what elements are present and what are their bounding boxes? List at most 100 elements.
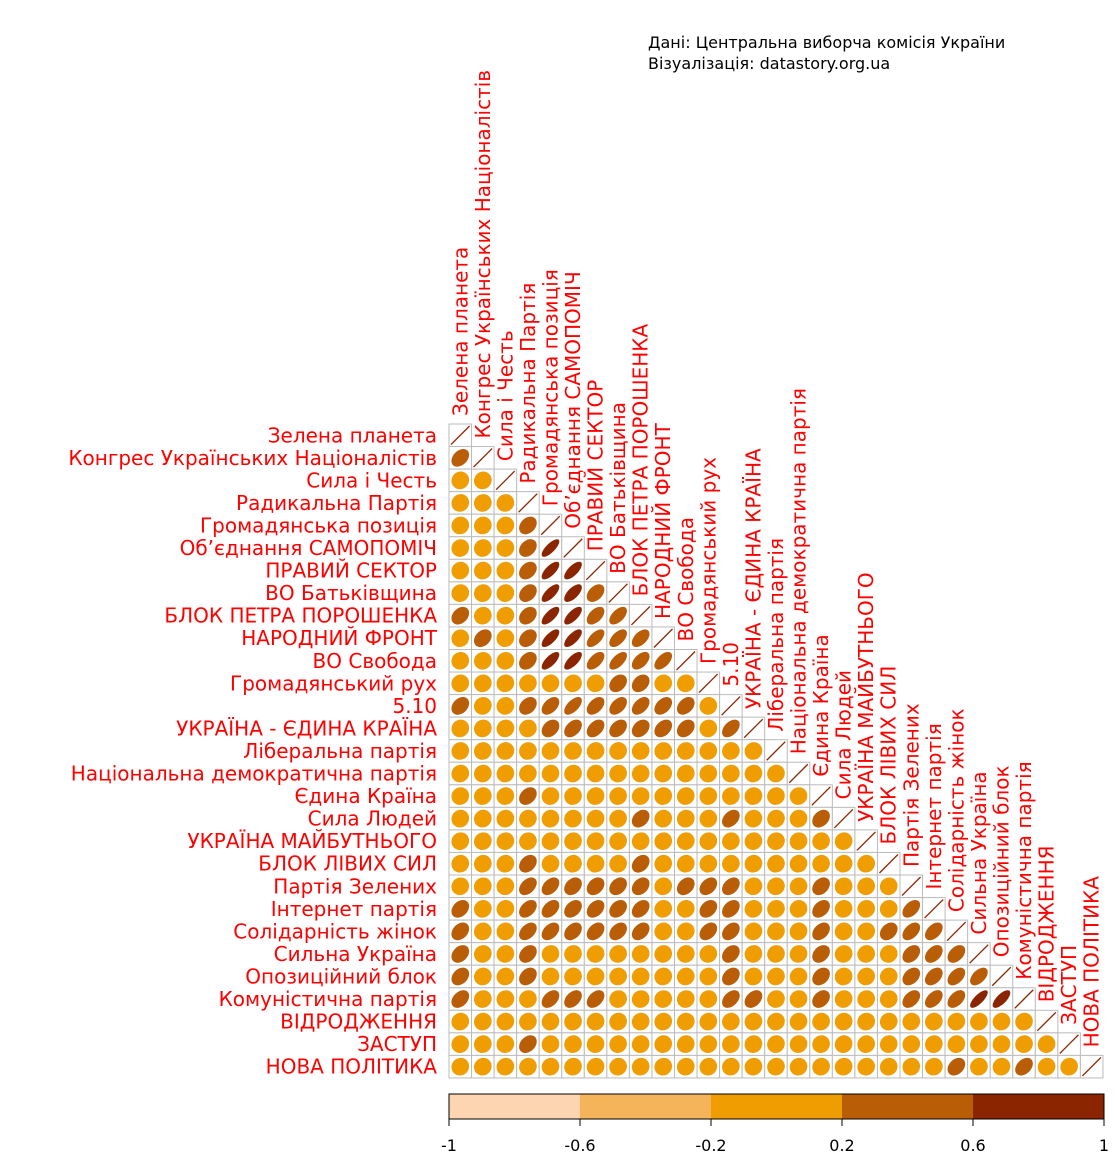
row-label: Зелена планета [268,423,437,447]
correlation-ellipse [767,967,785,986]
row-label: Громадянський рух [230,671,437,695]
correlation-ellipse [676,674,695,693]
correlation-ellipse [519,561,537,580]
correlation-ellipse [654,877,673,896]
colorbar-tick-label: 0.2 [829,1136,854,1155]
colorbar-tick-label: 1 [1099,1136,1109,1155]
correlation-ellipse [722,719,740,738]
correlation-ellipse [541,1012,560,1031]
correlation-ellipse [451,1012,470,1031]
row-label: Сила Людей [308,807,437,831]
correlation-ellipse [564,899,582,918]
row-label: Сила і Честь [306,468,437,492]
column-label: Об’єднання САМОПОМІЧ [561,271,585,528]
correlation-ellipse [654,945,673,963]
correlation-ellipse [609,742,627,760]
correlation-ellipse [451,832,470,851]
correlation-ellipse [767,832,785,851]
diagonal-mark [991,966,1012,987]
correlation-ellipse [473,832,492,851]
correlation-ellipse [947,990,966,1008]
correlation-ellipse [473,629,492,648]
correlation-ellipse [473,967,492,986]
correlation-ellipse [631,697,650,715]
column-label: ЗАСТУП [1057,945,1081,1025]
correlation-ellipse [496,539,515,557]
correlation-ellipse [473,990,492,1008]
correlation-ellipse [970,990,988,1008]
correlation-ellipse [473,1012,492,1031]
correlation-ellipse [924,1012,943,1031]
diagonal-mark [450,425,471,446]
correlation-ellipse [812,854,830,873]
correlation-ellipse [812,990,830,1008]
column-label: Зелена планета [448,247,472,416]
correlation-ellipse [767,990,785,1008]
correlation-ellipse [744,1057,763,1076]
correlation-ellipse [496,584,515,602]
correlation-ellipse [496,990,515,1008]
correlation-ellipse [631,742,650,760]
correlation-ellipse [519,854,537,873]
correlation-ellipse [654,1057,673,1076]
correlation-ellipse [767,922,785,941]
correlation-ellipse [834,1035,853,1053]
correlation-ellipse [609,764,627,783]
correlation-ellipse [812,809,830,828]
correlation-ellipse [451,651,470,670]
correlation-ellipse [834,1012,853,1031]
diagonal-mark [721,696,741,716]
correlation-ellipse [767,877,785,896]
correlation-ellipse [631,787,650,805]
correlation-ellipse [789,1035,808,1053]
correlation-ellipse [609,787,627,805]
correlation-ellipse [541,899,560,918]
correlation-ellipse [564,922,582,941]
correlation-ellipse [947,945,966,963]
correlation-ellipse [496,945,515,963]
correlation-ellipse [586,584,605,602]
correlation-ellipse [496,516,515,535]
correlation-ellipse [586,922,605,941]
correlation-ellipse [631,832,650,851]
correlation-ellipse [541,787,560,805]
correlation-ellipse [744,854,763,873]
correlation-ellipse [924,922,943,941]
correlation-ellipse [586,1057,605,1076]
correlation-ellipse [1015,1012,1033,1031]
correlation-ellipse [857,1057,876,1076]
correlation-ellipse [699,764,718,783]
correlation-ellipse [496,764,515,783]
correlation-ellipse [699,899,718,918]
correlation-ellipse [541,651,560,670]
correlation-ellipse [834,922,853,941]
column-label: ПРАВИЙ СЕКТОР [584,380,608,552]
column-label: Радикальна Партія [516,283,540,484]
correlation-ellipse [496,922,515,941]
correlation-ellipse [564,1035,582,1053]
row-label: БЛОК ЛІВИХ СИЛ [258,852,437,876]
correlation-ellipse [451,945,470,963]
correlation-ellipse [654,742,673,760]
correlation-ellipse [676,787,695,805]
correlation-ellipse [654,787,673,805]
correlation-ellipse [609,629,627,648]
correlation-ellipse [676,854,695,873]
correlation-ellipse [519,967,537,986]
correlation-ellipse [541,539,560,557]
row-label: 5.10 [392,694,437,718]
column-label: Інтернет партія [922,723,946,889]
correlation-ellipse [767,809,785,828]
correlation-ellipse [451,697,470,715]
diagonal-mark [833,808,854,829]
diagonal-mark [653,628,673,648]
correlation-ellipse [451,742,470,760]
correlation-ellipse [722,899,740,918]
correlation-ellipse [654,697,673,715]
correlation-ellipse [451,809,470,828]
correlation-ellipse [902,945,921,963]
correlation-ellipse [722,742,740,760]
correlation-ellipse [676,809,695,828]
correlation-ellipse [654,719,673,738]
